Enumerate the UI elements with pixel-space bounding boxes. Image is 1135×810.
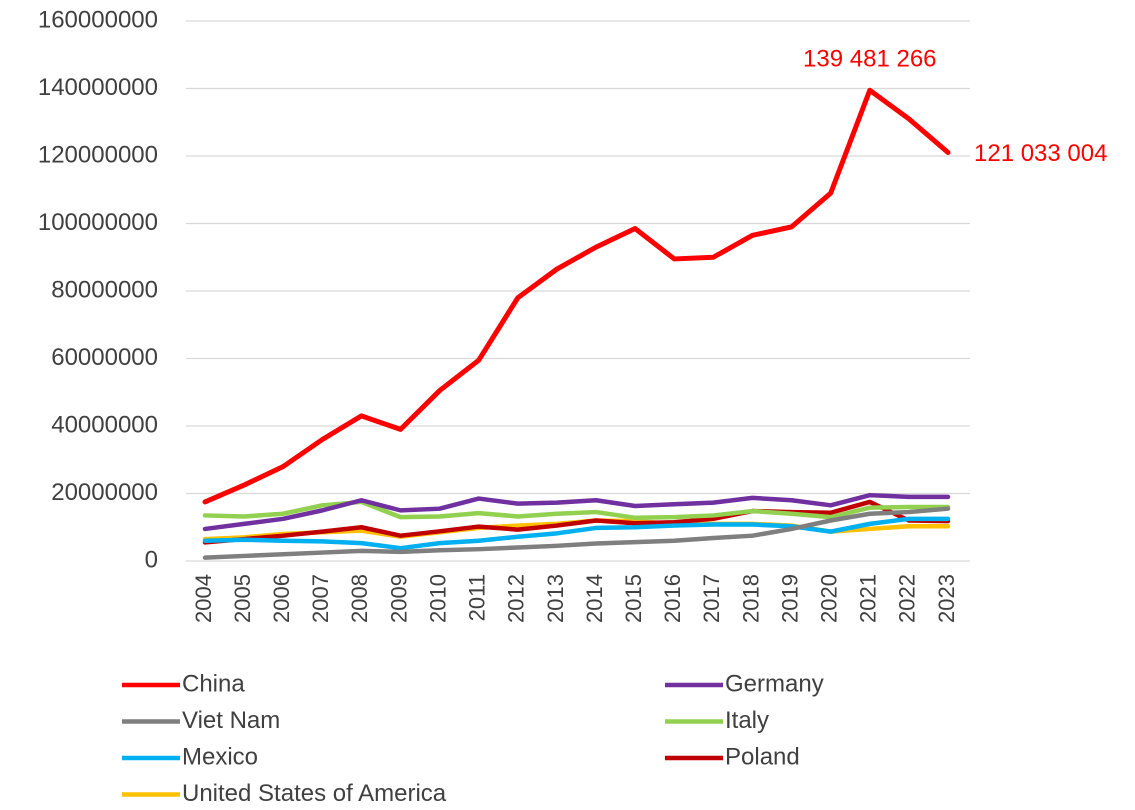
legend-label: Viet Nam — [182, 707, 280, 734]
series-line — [202, 492, 951, 532]
y-tick-label: 140000000 — [38, 74, 158, 101]
series-line — [202, 499, 951, 545]
y-tick-label: 60000000 — [51, 344, 158, 371]
x-tick-label: 2008 — [347, 574, 372, 623]
legend-label: United States of America — [182, 780, 447, 807]
y-tick-label: 120000000 — [38, 141, 158, 168]
data-label: 121 033 004 — [974, 140, 1107, 167]
x-tick-label: 2019 — [777, 574, 802, 623]
legend-label: Poland — [725, 743, 800, 770]
legend-label: China — [182, 670, 245, 697]
y-tick-label: 40000000 — [51, 411, 158, 438]
x-tick-label: 2020 — [816, 574, 841, 623]
y-tick-label: 160000000 — [38, 6, 158, 33]
data-label: 139 481 266 — [803, 46, 936, 73]
x-tick-label: 2023 — [934, 574, 959, 623]
x-tick-label: 2015 — [621, 574, 646, 623]
x-tick-label: 2016 — [660, 574, 685, 623]
x-tick-label: 2021 — [856, 574, 881, 623]
x-tick-label: 2010 — [425, 574, 450, 623]
x-tick-label: 2022 — [895, 574, 920, 623]
y-tick-label: 20000000 — [51, 479, 158, 506]
x-tick-label: 2017 — [699, 574, 724, 623]
x-tick-label: 2005 — [230, 574, 255, 623]
series-line — [202, 506, 951, 560]
series-line — [202, 516, 951, 551]
y-tick-label: 100000000 — [38, 209, 158, 236]
x-tick-label: 2011 — [465, 574, 490, 621]
y-tick-label: 0 — [145, 546, 158, 573]
x-tick-label: 2018 — [738, 574, 763, 623]
x-tick-label: 2012 — [504, 574, 529, 623]
legend-label: Mexico — [182, 743, 258, 770]
x-tick-label: 2007 — [308, 574, 333, 623]
y-tick-label: 80000000 — [51, 276, 158, 303]
series-line — [202, 87, 951, 505]
x-tick-label: 2013 — [543, 574, 568, 623]
x-tick-label: 2006 — [269, 574, 294, 623]
x-tick-label: 2004 — [191, 574, 216, 623]
x-tick-label: 2009 — [386, 574, 411, 623]
legend-label: Germany — [725, 670, 824, 697]
legend-label: Italy — [725, 707, 769, 734]
series-line — [202, 499, 951, 521]
x-tick-label: 2014 — [582, 574, 607, 623]
